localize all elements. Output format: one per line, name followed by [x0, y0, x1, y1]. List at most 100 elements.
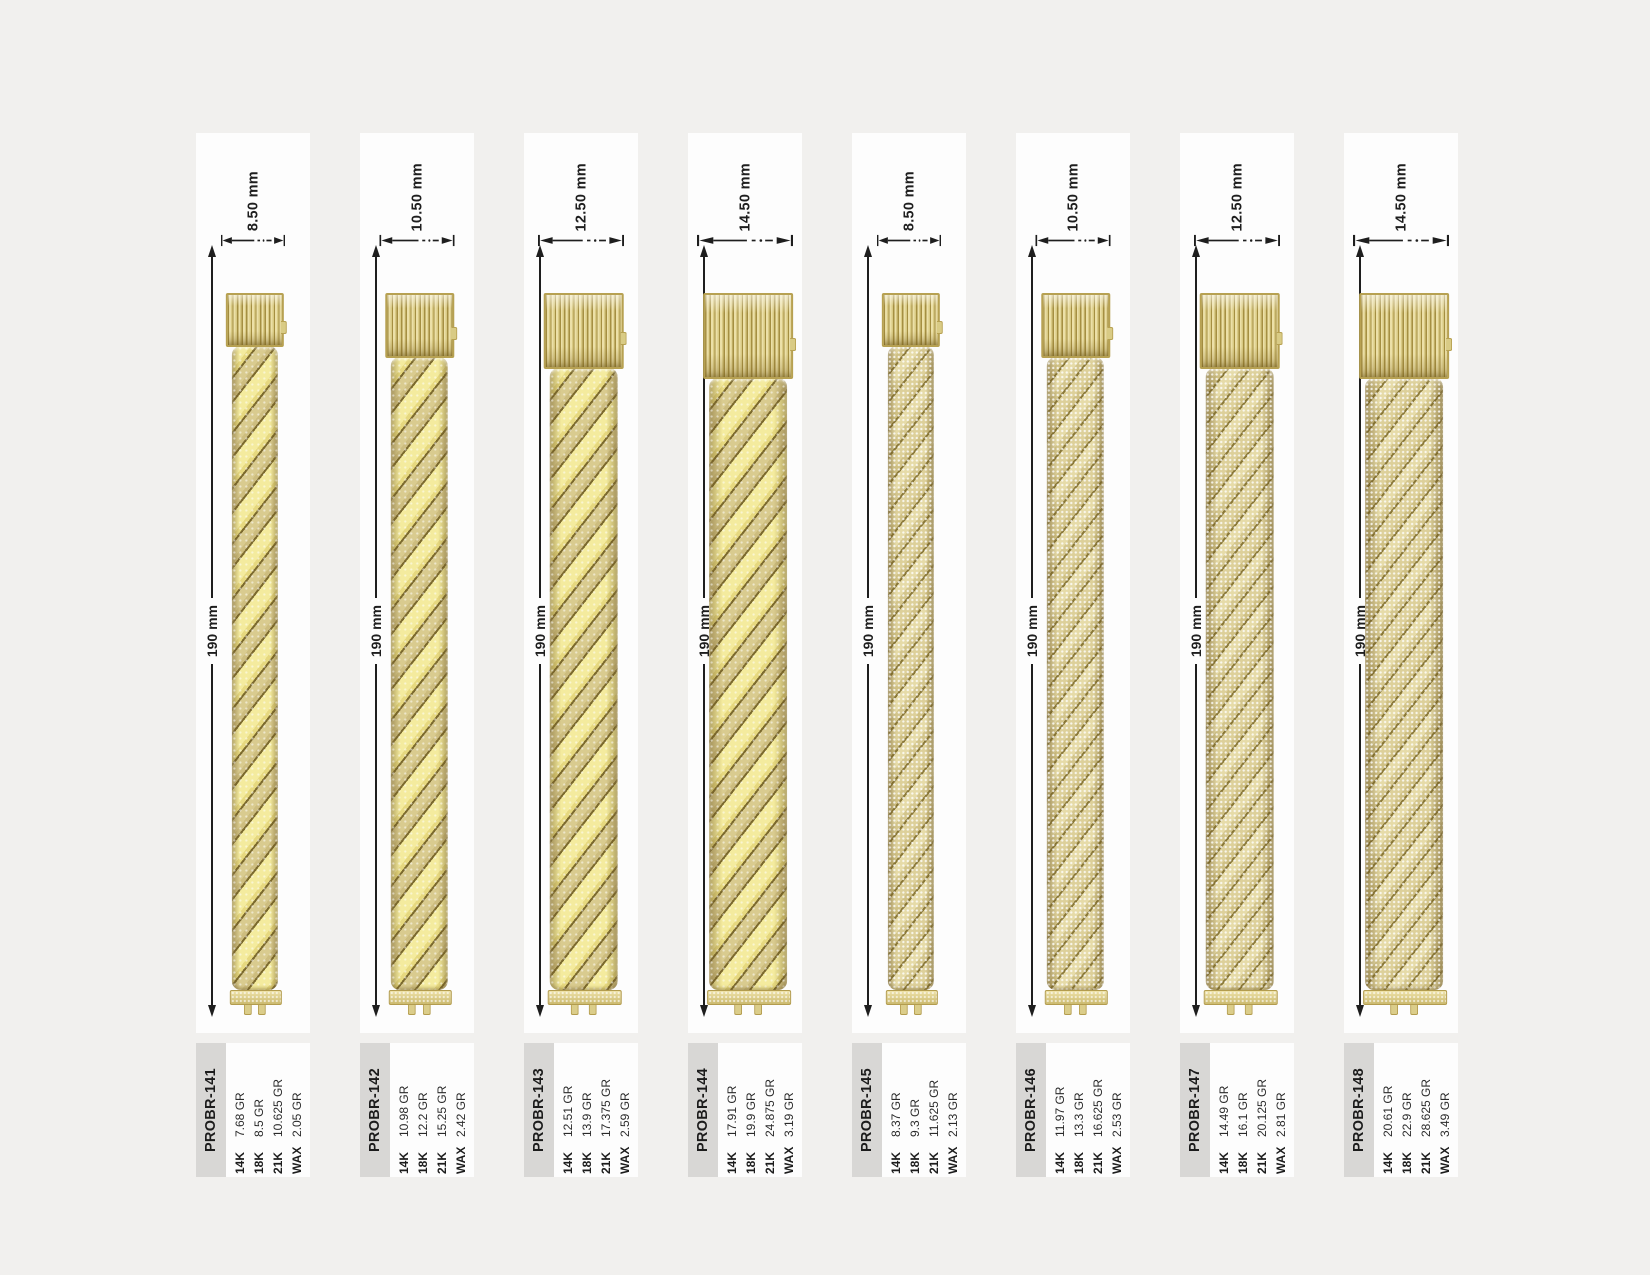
weight-table: 14K 10.98 GR 18K 12.2 GR 21K 15.25 GR WAX 2.42 … — [390, 1043, 474, 1177]
product-card: 10.50 mm 190 mm — [1016, 133, 1130, 1177]
product-card: 8.50 mm 190 mm — [852, 133, 966, 1177]
bracelet-clasp-prongs — [239, 1005, 271, 1015]
width-dimension-label: 8.50 mm — [901, 170, 918, 231]
weight-value: 15.25 GR — [434, 1085, 449, 1137]
weight-row: 21K 20.125 GR — [1252, 1043, 1271, 1174]
weight-row: WAX 2.59 GR — [615, 1043, 634, 1174]
bracelet-clasp-box — [225, 293, 287, 347]
weight-row: 21K 24.875 GR — [760, 1043, 779, 1174]
arrow-up-icon — [1028, 245, 1036, 257]
weight-row: 21K 16.625 GR — [1088, 1043, 1107, 1174]
karat-label: 18K — [907, 1151, 922, 1174]
width-dimension: 12.50 mm — [574, 155, 590, 232]
bracelet-cuban-links — [231, 346, 278, 990]
weight-value: 11.625 GR — [926, 1079, 941, 1137]
dimension-line-segment — [1194, 257, 1198, 598]
weight-value: 20.125 GR — [1254, 1078, 1269, 1137]
bracelet-clasp-prongs — [895, 1005, 927, 1015]
bracelet-clasp-prongs — [399, 1005, 439, 1015]
karat-label: 14K — [1216, 1151, 1231, 1174]
arrow-down-icon — [1356, 1005, 1364, 1017]
weight-row: 18K 12.2 GR — [413, 1043, 432, 1174]
weight-value: 16.625 GR — [1090, 1078, 1105, 1137]
width-dimension: 12.50 mm — [1230, 155, 1246, 232]
weight-row: 18K 13.3 GR — [1069, 1043, 1088, 1174]
length-dimension-label: 190 mm — [1188, 604, 1204, 658]
product-info-label: PROBR-146 14K 11.97 GR 18K 13.3 GR 21K 16.625… — [1016, 1043, 1130, 1177]
product-info-label: PROBR-141 14K 7.68 GR 18K 8.5 GR 21K 10.625 G… — [196, 1043, 310, 1177]
bracelet-clasp-box — [543, 293, 627, 369]
product-code: PROBR-142 — [360, 1043, 390, 1177]
weight-value: 17.91 GR — [724, 1085, 739, 1137]
product-visual-card: 8.50 mm 190 mm — [196, 133, 310, 1033]
weight-table: 14K 8.37 GR 18K 9.3 GR 21K 11.625 GR WAX 2.13 G… — [882, 1043, 966, 1177]
arrow-up-icon — [372, 245, 380, 257]
karat-label: WAX — [1437, 1146, 1452, 1174]
weight-value: 2.05 GR — [289, 1092, 304, 1137]
arrow-down-icon — [372, 1005, 380, 1017]
karat-label: 14K — [888, 1151, 903, 1174]
karat-label: 14K — [560, 1151, 575, 1174]
weight-table: 14K 7.68 GR 18K 8.5 GR 21K 10.625 GR WAX 2.05 G… — [226, 1043, 310, 1177]
weight-value: 3.19 GR — [781, 1092, 796, 1137]
bracelet-image — [543, 293, 627, 1015]
weight-row: WAX 2.13 GR — [943, 1043, 962, 1174]
karat-label: 21K — [434, 1151, 449, 1174]
length-dimension-label: 190 mm — [1024, 604, 1040, 658]
bracelet-end-clasp — [1203, 990, 1278, 1005]
weight-value: 8.37 GR — [888, 1092, 903, 1137]
weight-table: 14K 20.61 GR 18K 22.9 GR 21K 28.625 GR WAX 3.49… — [1374, 1043, 1458, 1177]
weight-row: 21K 28.625 GR — [1416, 1043, 1435, 1174]
product-code: PROBR-148 — [1344, 1043, 1374, 1177]
karat-label: 18K — [579, 1151, 594, 1174]
bracelet-cuban-links — [1205, 368, 1274, 990]
arrow-down-icon — [864, 1005, 872, 1017]
arrow-down-icon — [208, 1005, 216, 1017]
bracelet-image — [1040, 293, 1113, 1015]
karat-label: WAX — [289, 1146, 304, 1174]
product-visual-card: 12.50 mm 190 mm — [524, 133, 638, 1033]
bracelet-end-clasp — [1363, 990, 1448, 1005]
weight-row: 14K 11.97 GR — [1050, 1043, 1069, 1174]
width-dimension: 10.50 mm — [410, 155, 426, 232]
product-visual-card: 10.50 mm 190 mm — [360, 133, 474, 1033]
karat-label: 21K — [926, 1151, 941, 1174]
bracelet-cuban-links — [1365, 378, 1444, 990]
bracelet-end-clasp — [229, 990, 282, 1005]
karat-label: 18K — [1399, 1151, 1414, 1174]
length-dimension-label: 190 mm — [204, 604, 220, 658]
karat-label: WAX — [617, 1146, 632, 1174]
length-dimension: 190 mm — [860, 245, 876, 1017]
width-dimension-line — [221, 234, 285, 247]
bracelet-end-clasp — [707, 990, 792, 1005]
bracelet-image — [1199, 293, 1283, 1015]
product-code: PROBR-141 — [196, 1043, 226, 1177]
weight-value: 2.53 GR — [1109, 1092, 1124, 1137]
bracelet-clasp-prongs — [1216, 1005, 1264, 1015]
bracelet-end-clasp — [547, 990, 622, 1005]
dimension-line-segment — [1358, 664, 1362, 1005]
width-dimension: 8.50 mm — [245, 155, 262, 231]
weight-table: 14K 17.91 GR 18K 19.9 GR 21K 24.875 GR WAX 3.19… — [718, 1043, 802, 1177]
weight-value: 13.3 GR — [1071, 1092, 1086, 1137]
width-dimension-label: 8.50 mm — [245, 170, 262, 231]
product-card: 12.50 mm 190 mm — [1180, 133, 1294, 1177]
weight-value: 14.49 GR — [1216, 1085, 1231, 1137]
width-dimension-line — [1194, 234, 1280, 247]
weight-row: WAX 2.05 GR — [287, 1043, 306, 1174]
bracelet-image — [1359, 293, 1453, 1015]
arrow-down-icon — [1192, 1005, 1200, 1017]
bracelet-image — [384, 293, 457, 1015]
weight-value: 3.49 GR — [1437, 1092, 1452, 1137]
weight-value: 24.875 GR — [762, 1078, 777, 1137]
arrow-down-icon — [536, 1005, 544, 1017]
dimension-line-segment — [538, 257, 542, 598]
product-code: PROBR-144 — [688, 1043, 718, 1177]
weight-row: 14K 17.91 GR — [722, 1043, 741, 1174]
weight-value: 12.51 GR — [560, 1085, 575, 1137]
weight-table: 14K 11.97 GR 18K 13.3 GR 21K 16.625 GR WAX 2.53… — [1046, 1043, 1130, 1177]
karat-label: WAX — [1273, 1146, 1288, 1174]
weight-value: 16.1 GR — [1235, 1092, 1250, 1137]
